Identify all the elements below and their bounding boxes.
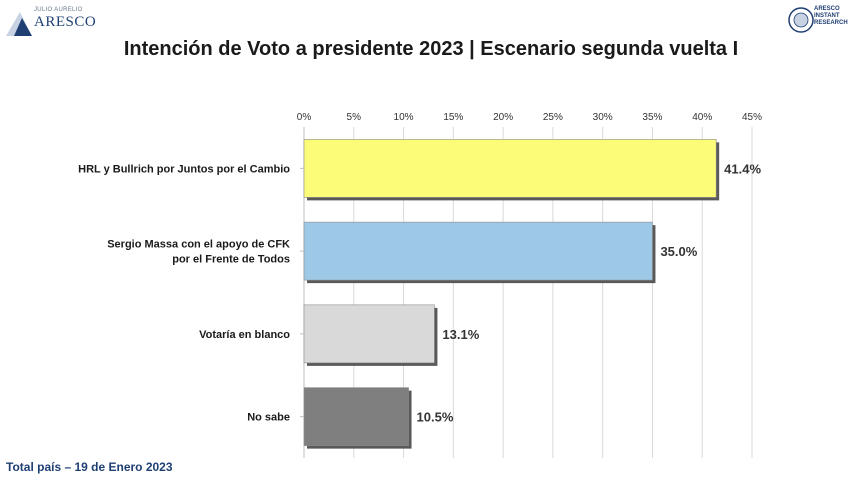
category-label: No sabe (247, 412, 290, 424)
logo-right-text: ARESCO INSTANT RESEARCH (814, 6, 848, 26)
bar (303, 221, 653, 281)
x-tick-label: 10% (394, 112, 414, 123)
category-label: Sergio Massa con el apoyo de CFK (107, 239, 290, 251)
x-tick-label: 40% (692, 112, 712, 123)
data-label: 35.0% (660, 244, 697, 259)
logo-tagline: JULIO AURELIO (34, 7, 83, 13)
research-seal-icon (788, 7, 814, 33)
data-label: 10.5% (417, 410, 454, 425)
aresco-logo-icon (6, 12, 32, 36)
x-tick-label: 45% (742, 112, 762, 123)
x-tick-label: 30% (593, 112, 613, 123)
x-tick-label: 20% (493, 112, 513, 123)
x-tick-label: 0% (297, 112, 312, 123)
bar (303, 139, 717, 198)
footer-note: Total país – 19 de Enero 2023 (6, 460, 173, 474)
instant-research-logo: ARESCO INSTANT RESEARCH (788, 2, 848, 42)
data-label: 13.1% (442, 327, 479, 342)
category-label: Votaría en blanco (199, 329, 290, 341)
bar (303, 387, 409, 446)
data-label: 41.4% (724, 161, 761, 176)
category-label: por el Frente de Todos (172, 254, 290, 266)
x-tick-label: 35% (642, 112, 662, 123)
x-tick-label: 25% (543, 112, 563, 123)
page-title: Intención de Voto a presidente 2023 | Es… (123, 38, 739, 60)
bar (303, 304, 435, 364)
category-label: HRL y Bullrich por Juntos por el Cambio (78, 163, 290, 175)
aresco-logo: JULIO AURELIO ARESCO (4, 4, 96, 38)
x-tick-label: 5% (347, 112, 362, 123)
x-tick-label: 15% (443, 112, 463, 123)
logo-brand: ARESCO (34, 14, 97, 30)
